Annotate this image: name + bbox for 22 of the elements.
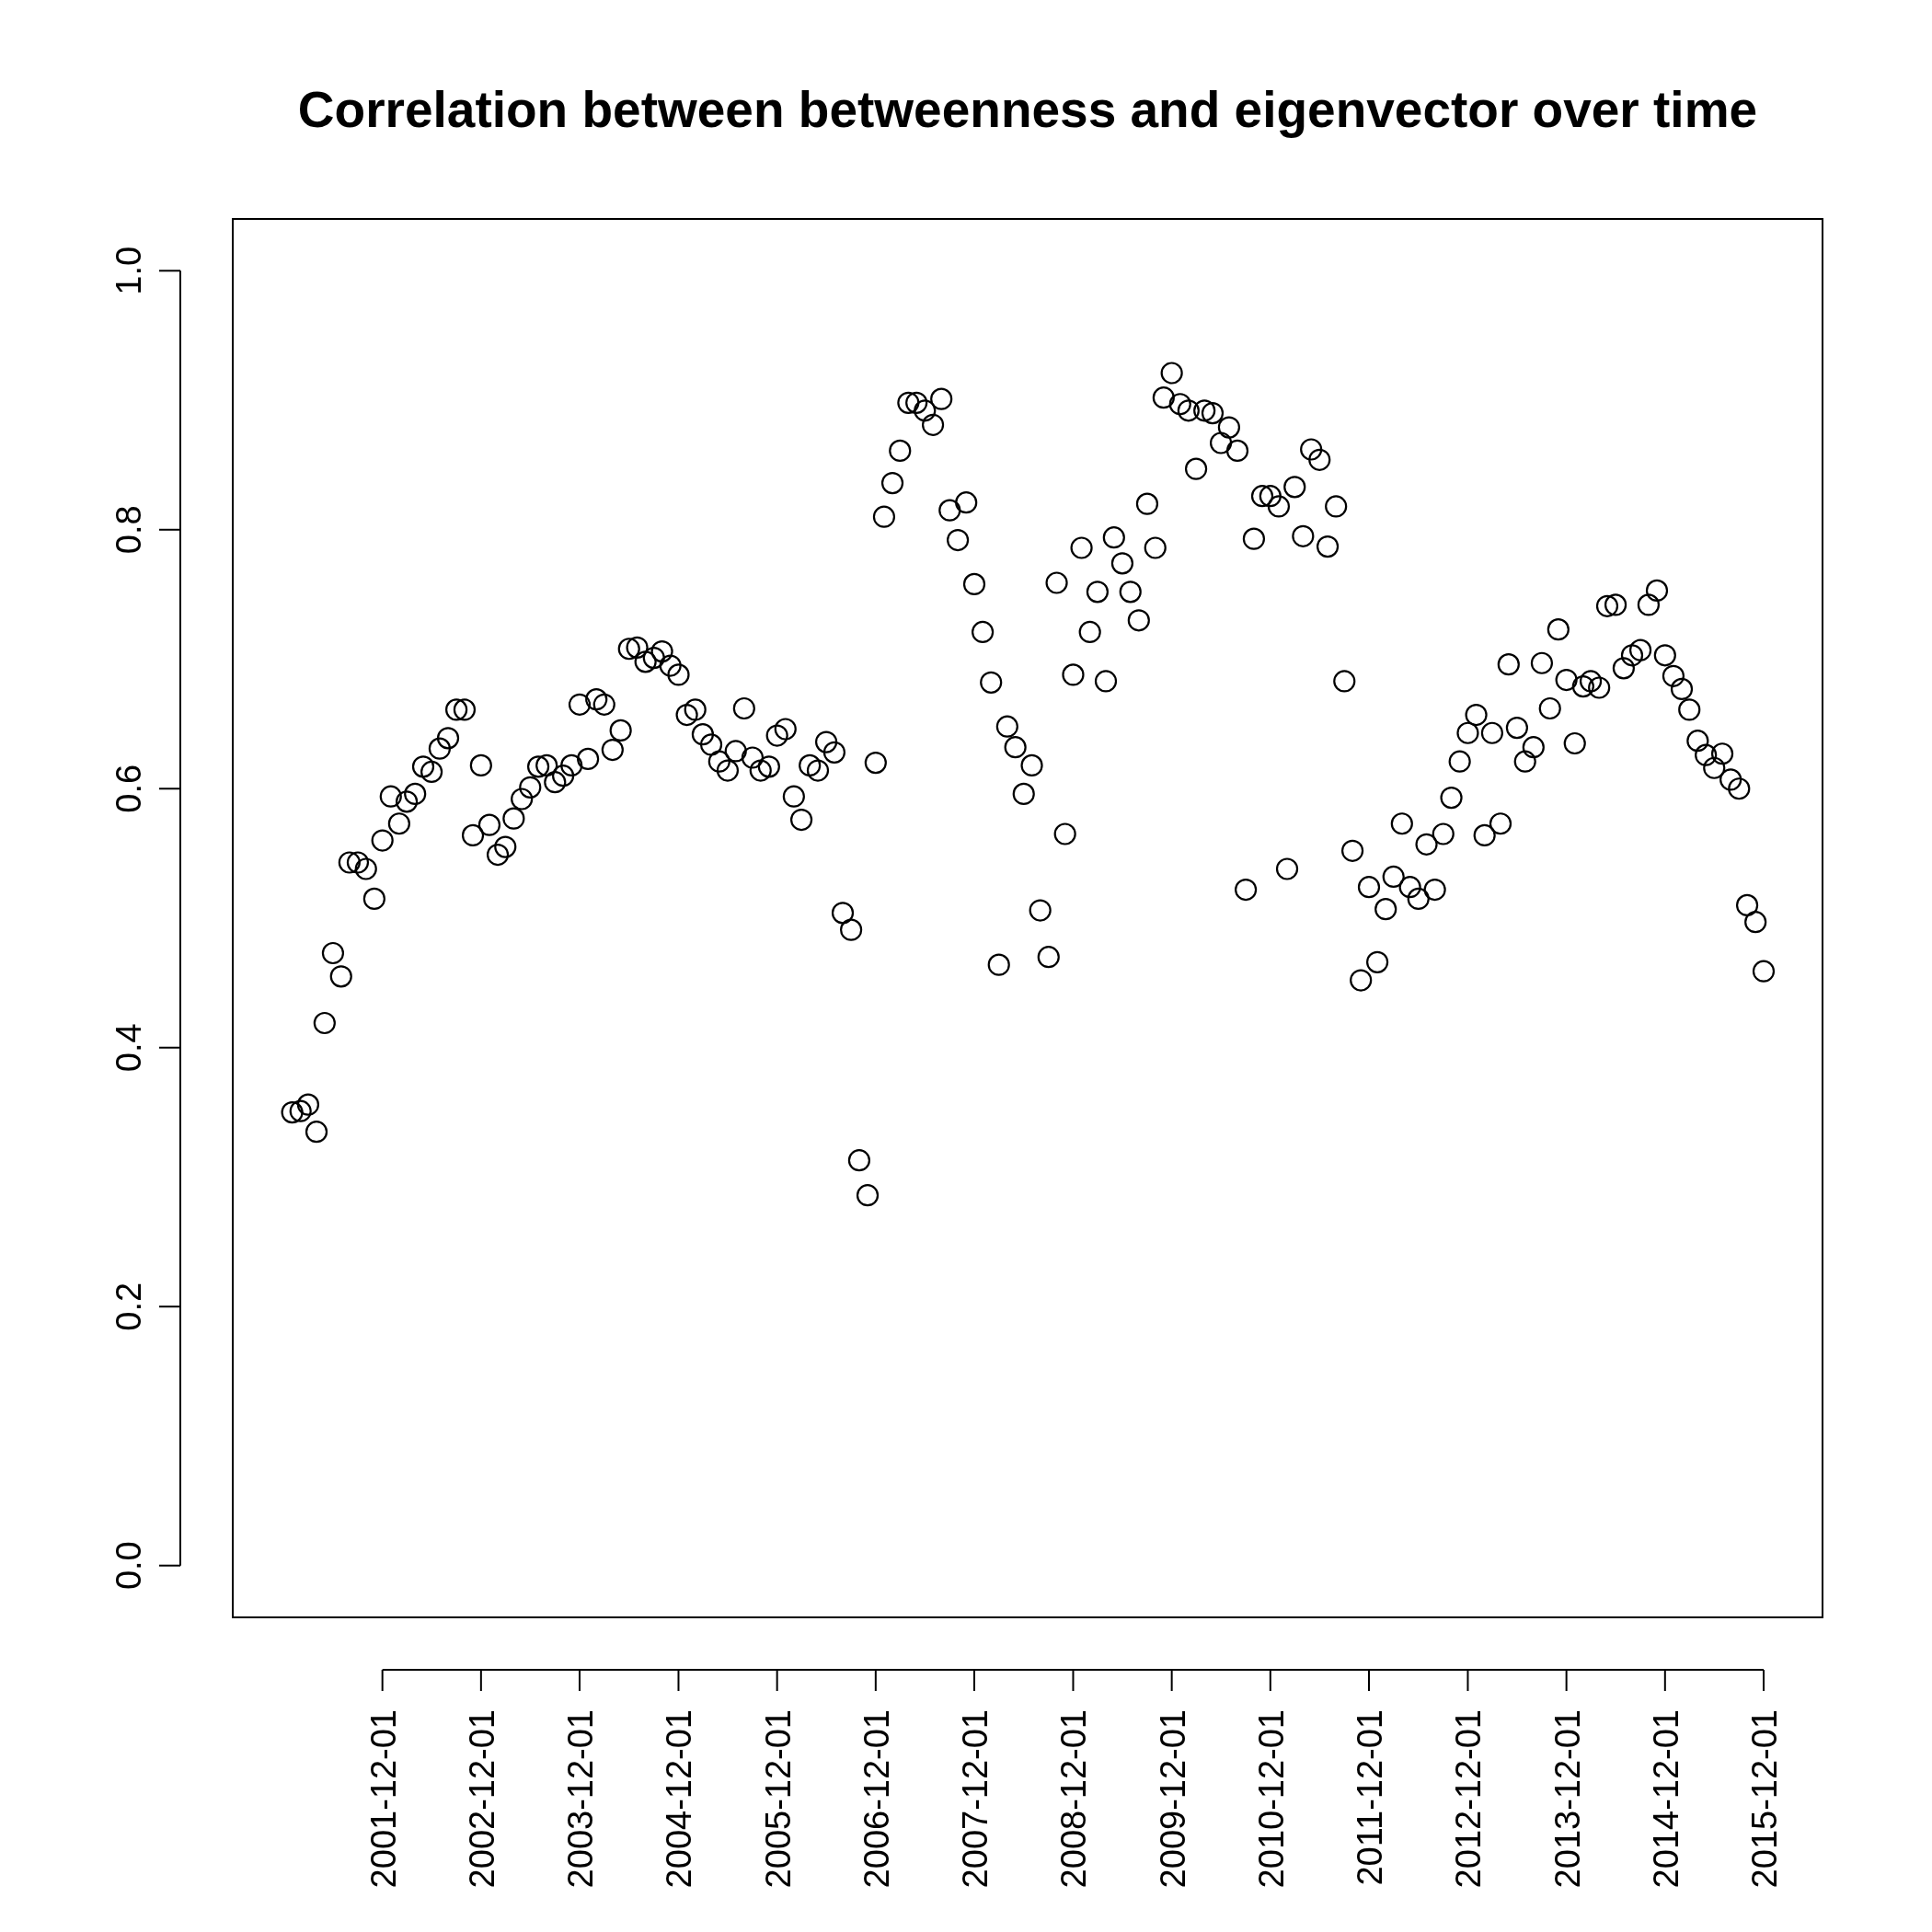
x-tick-label: 2008-12-01 [1054, 1709, 1094, 1889]
x-tick-label: 2009-12-01 [1153, 1709, 1192, 1889]
chart-title: Correlation between betweenness and eigenvector over time [297, 81, 1758, 138]
x-tick-label: 2002-12-01 [462, 1709, 501, 1889]
x-tick-label: 2006-12-01 [857, 1709, 896, 1889]
x-tick-label: 2005-12-01 [758, 1709, 798, 1889]
x-tick-label: 2001-12-01 [363, 1709, 403, 1889]
y-tick-label: 0.8 [109, 505, 148, 555]
x-tick-label: 2013-12-01 [1547, 1709, 1587, 1889]
y-tick-label: 1.0 [109, 246, 148, 295]
x-tick-label: 2011-12-01 [1351, 1709, 1389, 1886]
x-tick-label: 2010-12-01 [1251, 1709, 1291, 1889]
x-tick-label: 2004-12-01 [660, 1709, 699, 1889]
y-tick-label: 0.2 [109, 1282, 148, 1331]
x-tick-label: 2012-12-01 [1449, 1709, 1489, 1889]
x-tick-label: 2014-12-01 [1646, 1709, 1685, 1889]
y-tick-label: 0.0 [109, 1541, 148, 1591]
y-tick-label: 0.6 [109, 764, 148, 813]
x-tick-label: 2003-12-01 [561, 1709, 601, 1889]
y-tick-label: 0.4 [109, 1023, 148, 1073]
x-tick-label: 2015-12-01 [1744, 1709, 1784, 1889]
x-tick-label: 2007-12-01 [956, 1709, 995, 1889]
